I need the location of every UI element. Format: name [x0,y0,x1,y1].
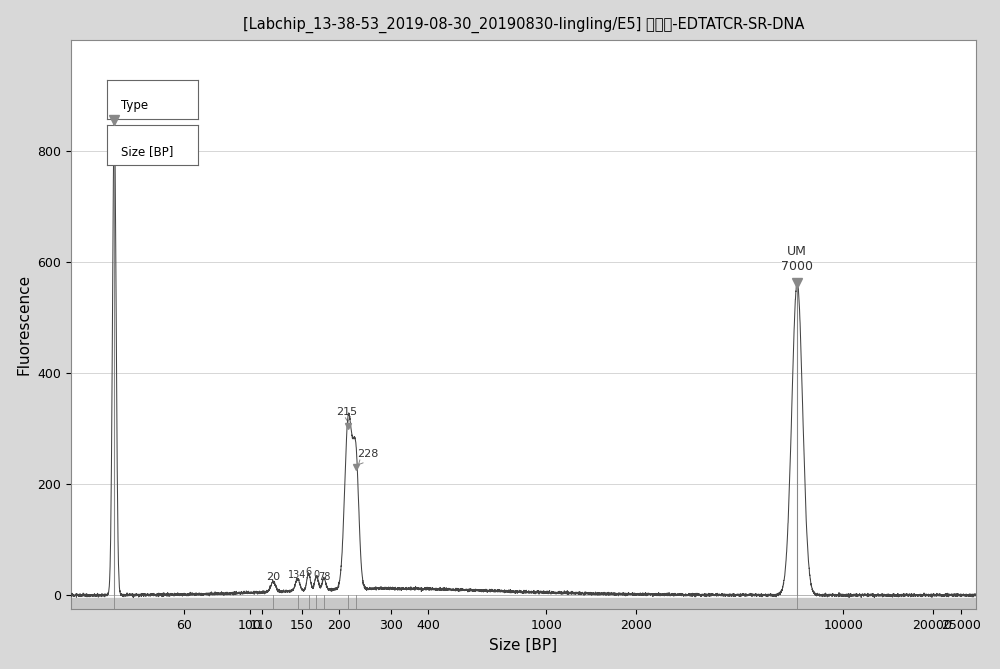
Text: 228: 228 [358,449,379,464]
Text: 0: 0 [313,569,320,579]
Text: 78: 78 [318,573,330,583]
Y-axis label: Fluorescence: Fluorescence [17,274,32,375]
Title: [Labchip_13-38-53_2019-08-30_20190830-lingling/E5] 林小静-EDTATCR-SR-DNA: [Labchip_13-38-53_2019-08-30_20190830-li… [243,17,804,33]
Text: 20: 20 [266,573,280,583]
Text: 6: 6 [306,567,312,577]
X-axis label: Size [BP]: Size [BP] [489,638,557,652]
Text: 215: 215 [337,407,358,423]
Text: UM
7000: UM 7000 [781,245,813,273]
Text: 134: 134 [288,570,307,580]
Bar [71,598,976,609]
Text: LM: LM [105,96,123,109]
